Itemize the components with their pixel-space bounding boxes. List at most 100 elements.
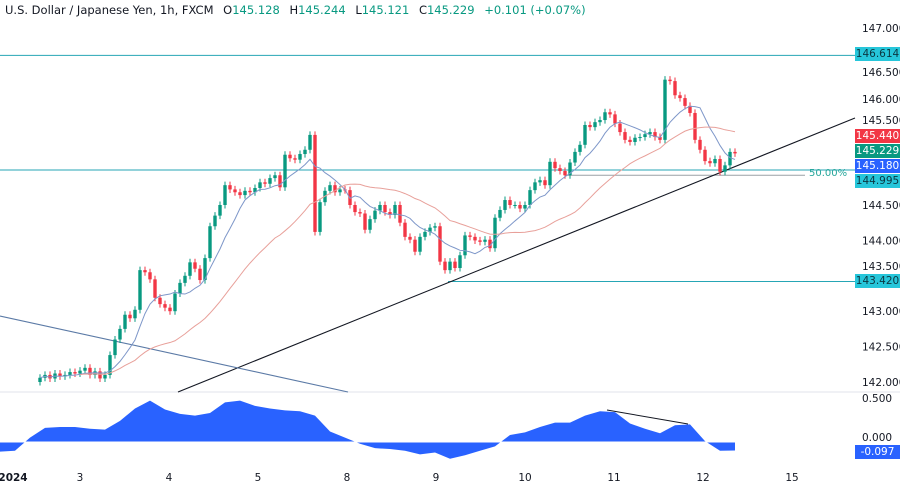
candle-body: [558, 168, 562, 172]
candle-body: [693, 112, 697, 140]
price-tick-label: 146.500: [862, 67, 900, 79]
price-tick-label: 144.500: [862, 200, 900, 212]
candle-body: [463, 235, 467, 256]
candle-body: [433, 226, 437, 228]
osc-tick-label: 0.500: [862, 393, 892, 405]
candle-body: [128, 314, 132, 319]
trendline-support: [177, 117, 856, 393]
candle-body: [163, 304, 167, 308]
time-label-2024: 2024: [0, 472, 28, 484]
candle-body: [553, 161, 557, 169]
high-value: 145.244: [298, 3, 346, 17]
candle-body: [183, 275, 187, 283]
candle-body: [713, 158, 717, 164]
time-label-11: 11: [607, 472, 621, 484]
level-low-tag: 143.420: [855, 274, 900, 288]
candle-body: [588, 124, 592, 128]
candle-body: [193, 262, 197, 269]
candle-body: [118, 328, 122, 340]
close-label: C: [418, 3, 427, 17]
time-label-4: 4: [165, 472, 173, 484]
candle-body: [538, 180, 542, 183]
candle-body: [403, 222, 407, 237]
candle-body: [233, 189, 237, 193]
candle-body: [253, 188, 257, 193]
candle-body: [418, 236, 422, 252]
candle-body: [373, 210, 377, 220]
candle-body: [668, 79, 672, 82]
ma-slow-tag: 145.440: [855, 129, 900, 143]
candle-body: [453, 261, 457, 269]
candle-body: [498, 209, 502, 218]
candle-body: [438, 226, 442, 262]
fib-50-label: 50.00%: [809, 168, 848, 179]
time-label-9: 9: [432, 472, 440, 484]
candle-body: [333, 185, 337, 193]
candle-body: [428, 227, 432, 232]
ma-fast-tag: 145.180: [855, 159, 900, 173]
trendline-down: [0, 315, 349, 393]
candle-body: [678, 95, 682, 99]
candle-body: [288, 154, 292, 159]
candle-body: [108, 355, 112, 375]
candle-body: [148, 272, 152, 280]
candle-body: [548, 161, 552, 186]
low-label: L: [355, 3, 362, 17]
candle-body: [358, 212, 362, 214]
candle-body: [468, 235, 472, 237]
candle-body: [733, 151, 737, 154]
candle-body: [583, 124, 587, 145]
last-price-tag: 145.229: [855, 144, 900, 158]
candle-body: [613, 114, 617, 124]
candle-body: [268, 178, 272, 184]
candle-body: [448, 261, 452, 271]
candle-body: [458, 255, 462, 269]
candle-body: [298, 154, 302, 160]
candle-body: [303, 149, 307, 155]
candle-body: [643, 134, 647, 138]
candle-body: [483, 239, 487, 242]
candle-body: [518, 205, 522, 209]
time-label-12: 12: [696, 472, 710, 484]
candle-body: [383, 205, 387, 213]
time-label-8: 8: [343, 472, 351, 484]
candle-body: [723, 165, 727, 172]
candle-body: [68, 372, 72, 375]
candle-body: [258, 182, 262, 189]
candle-body: [328, 185, 332, 191]
candle-body: [158, 297, 162, 305]
candle-body: [168, 307, 172, 312]
candle-body: [708, 161, 712, 164]
candle-body: [228, 185, 232, 190]
open-label: O: [223, 3, 233, 17]
candle-body: [188, 262, 192, 276]
symbol-title: U.S. Dollar / Japanese Yen, 1h, FXCM: [5, 3, 214, 17]
osc-value-tag: -0.097: [855, 445, 900, 459]
time-label-3: 3: [76, 472, 84, 484]
candle-body: [543, 180, 547, 186]
candle-body: [38, 377, 42, 382]
candle-body: [653, 132, 657, 138]
candle-body: [683, 98, 687, 106]
level-mid-tag: 144.995: [855, 174, 900, 188]
candle-body: [113, 339, 117, 356]
candle-body: [278, 175, 282, 188]
price-tick-label: 146.000: [862, 94, 900, 106]
candle-body: [88, 367, 92, 375]
low-value: 145.121: [361, 3, 410, 17]
high-label: H: [289, 3, 299, 17]
candle-body: [478, 240, 482, 242]
candle-body: [103, 374, 107, 379]
candle-body: [688, 105, 692, 113]
candle-body: [698, 139, 702, 150]
candle-body: [603, 112, 607, 121]
price-tick-label: 143.500: [862, 261, 900, 273]
candle-body: [173, 293, 177, 312]
change-value: +0.101 (+0.07%): [484, 3, 586, 17]
price-tick-label: 144.000: [862, 235, 900, 247]
candle-body: [398, 205, 402, 223]
ma-fast-line: [39, 105, 736, 379]
candle-body: [648, 132, 652, 135]
candle-body: [508, 200, 512, 205]
